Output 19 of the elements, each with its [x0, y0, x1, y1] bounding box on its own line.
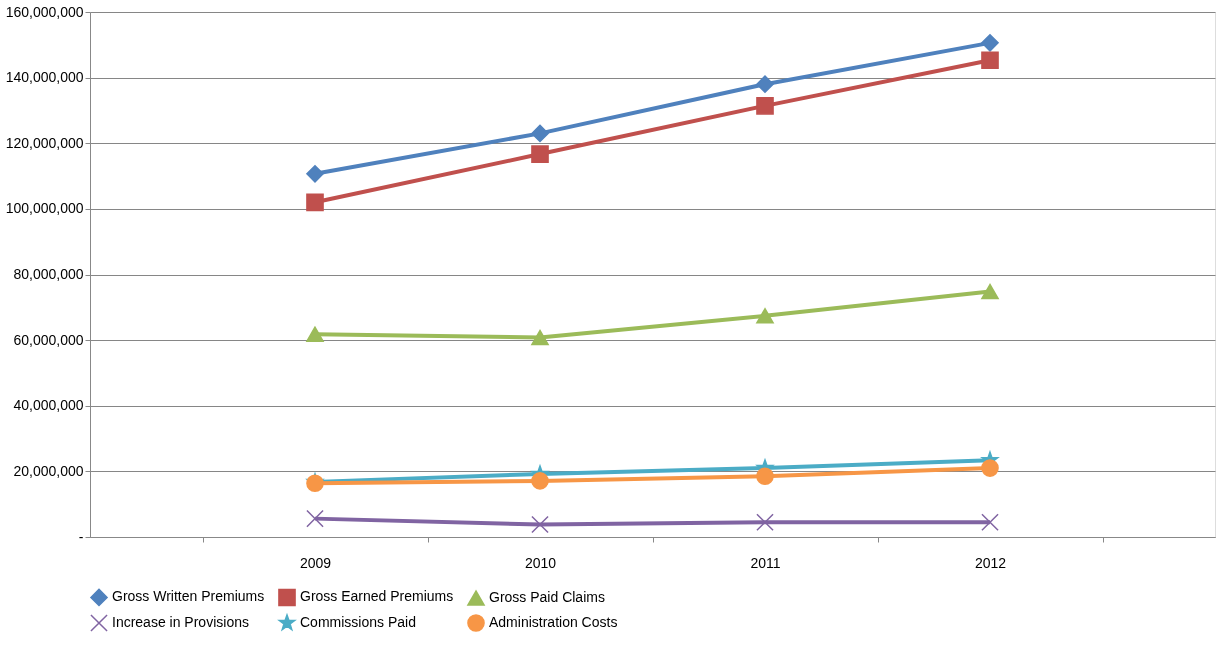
x-tick-label: 2012: [974, 554, 1007, 571]
legend-label: Gross Paid Claims: [489, 589, 605, 606]
legend-label: Gross Written Premiums: [112, 588, 265, 605]
x-tick-label: 2009: [299, 554, 332, 571]
y-tick-label: 40,000,000: [13, 397, 84, 414]
legend-label: Gross Earned Premiums: [300, 588, 454, 605]
y-tick-label: 20,000,000: [13, 462, 84, 479]
x-tick-label: 2010: [524, 554, 557, 571]
y-tick-label: -: [78, 528, 84, 545]
y-tick-label: 120,000,000: [5, 134, 84, 151]
y-tick-label: 80,000,000: [13, 266, 84, 282]
legend-label: Increase in Provisions: [112, 614, 249, 630]
legend-label: Administration Costs: [489, 614, 618, 630]
y-tick-label: 140,000,000: [5, 69, 84, 86]
legend-label: Commissions Paid: [300, 614, 416, 630]
y-tick-label: 60,000,000: [13, 331, 84, 348]
y-tick-label: 100,000,000: [5, 200, 84, 217]
y-tick-label: 160,000,000: [5, 3, 84, 20]
x-tick-label: 2011: [750, 554, 781, 571]
